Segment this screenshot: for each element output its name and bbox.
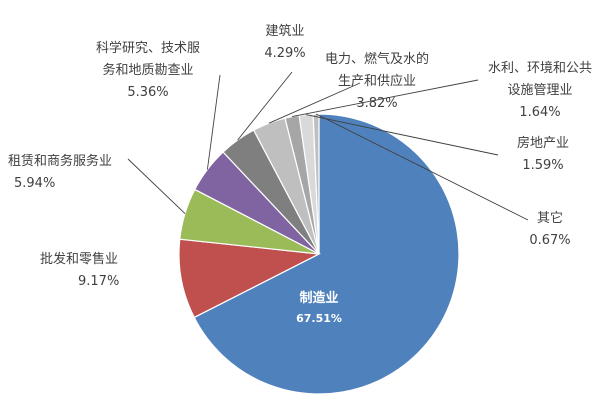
slice-value-label: 3.82% bbox=[356, 96, 397, 111]
slice-value-label: 5.36% bbox=[127, 85, 168, 100]
pie-slice bbox=[312, 113, 320, 255]
slice-value-label: 1.64% bbox=[519, 105, 560, 120]
pie-slice bbox=[193, 113, 460, 395]
slice-label: 科学研究、技术服 bbox=[96, 40, 200, 56]
leader-line bbox=[315, 113, 529, 221]
leader-line bbox=[306, 114, 499, 156]
leader-line bbox=[206, 74, 221, 170]
slice-label: 务和地质勘查业 bbox=[102, 62, 193, 78]
slice-label: 租赁和商务服务业 bbox=[8, 153, 112, 169]
slice-label: 房地产业 bbox=[517, 135, 569, 151]
slice-label: 电力、燃气及水的 bbox=[325, 51, 429, 67]
leader-line bbox=[237, 71, 293, 141]
leader-line bbox=[292, 79, 479, 118]
slice-value-label: 5.94% bbox=[14, 176, 55, 191]
slice-label: 设施管理业 bbox=[507, 83, 572, 98]
slice-label: 生产和供应业 bbox=[338, 73, 416, 89]
slice-label: 建筑业 bbox=[265, 23, 304, 39]
slice-value-label: 1.59% bbox=[522, 158, 563, 173]
slice-label: 水利、环境和公共 bbox=[488, 61, 592, 76]
slice-value-label: 9.17% bbox=[78, 274, 119, 289]
slice-label: 批发和零售业 bbox=[40, 251, 118, 267]
leader-line bbox=[127, 158, 186, 214]
slice-value-label: 67.51% bbox=[296, 312, 342, 325]
slice-value-label: 4.29% bbox=[264, 46, 305, 61]
slice-label: 其它 bbox=[537, 210, 563, 226]
leader-line bbox=[268, 82, 361, 124]
slice-label: 制造业 bbox=[299, 290, 338, 306]
pie-slice bbox=[178, 238, 322, 319]
slice-value-label: 0.67% bbox=[529, 233, 570, 248]
